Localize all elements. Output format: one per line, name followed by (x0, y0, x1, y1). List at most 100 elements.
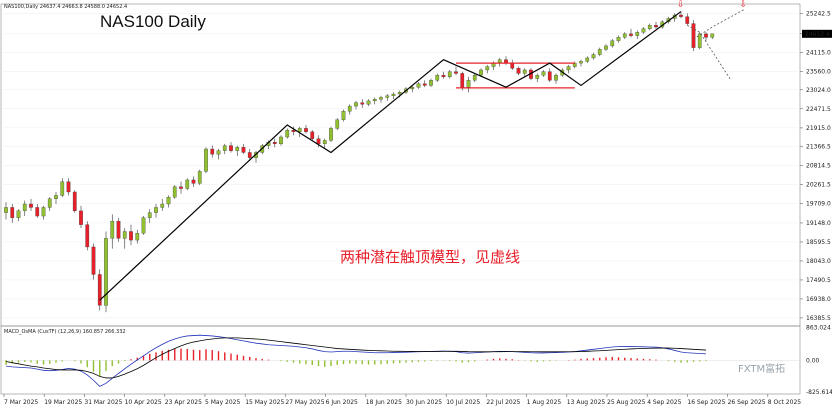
candle-body (129, 231, 133, 241)
candle-body (510, 62, 515, 69)
candle-body (697, 33, 702, 48)
candle-body (297, 128, 302, 132)
candle-body (366, 100, 371, 105)
candle-body (35, 207, 40, 217)
macd-line (5, 334, 707, 387)
down-arrow-icon: ⇩ (740, 0, 748, 10)
candle-body (429, 80, 433, 86)
candle-body (272, 141, 277, 145)
candle-body (191, 179, 196, 184)
time-tick-label: 18 Jun 2025 (366, 399, 402, 406)
candle-body (354, 102, 358, 107)
price-tick-label: 16385.5 (806, 315, 831, 322)
candle-body (135, 233, 140, 241)
candle-body (541, 71, 546, 76)
candle-body (641, 28, 646, 33)
watermark: FXTM富拓 (738, 362, 785, 375)
candle-body (647, 25, 652, 29)
candle-body (691, 23, 696, 48)
candle-body (279, 136, 283, 145)
candle-body (447, 71, 452, 78)
candle-body (597, 49, 602, 55)
candle-body (591, 54, 596, 59)
trendlines: ⇩ ⇩ (99, 0, 748, 301)
time-tick-label: 10 Jul 2025 (446, 399, 480, 406)
time-tick-label: 6 Jun 2025 (326, 399, 358, 406)
candle-body (147, 212, 152, 218)
candle-body (241, 147, 246, 153)
candle-body (41, 207, 46, 217)
candle-body (29, 203, 33, 208)
candle-body (204, 148, 208, 172)
time-tick-label: 25 Aug 2025 (607, 399, 646, 406)
candle-body (585, 57, 590, 62)
current-price-tag (802, 29, 832, 38)
candle-body (4, 207, 8, 213)
candle-body (247, 152, 252, 158)
candle-body (141, 217, 146, 234)
candle-body (229, 145, 233, 151)
candle-body (479, 69, 483, 76)
candle-body (466, 80, 471, 88)
candle-body (47, 198, 52, 208)
symbol-header: NAS100,Daily 24637.4 24663.8 24588.0 246… (4, 4, 127, 10)
candle-body (654, 25, 658, 28)
time-tick-label: 13 Aug 2025 (567, 399, 606, 406)
trendline (99, 11, 682, 301)
candle-body (385, 95, 390, 98)
chart-title: NAS100 Daily (100, 12, 206, 31)
candle-body (410, 87, 415, 90)
candle-body (454, 71, 458, 74)
candle-body (397, 92, 402, 95)
time-tick-label: 4 Sep 2025 (647, 399, 681, 406)
candle-body (347, 105, 352, 112)
candle-body (629, 33, 633, 36)
candle-body (216, 150, 221, 155)
candle-body (222, 145, 227, 151)
candle-body (391, 93, 396, 96)
candle-body (54, 195, 58, 199)
candle-body (104, 238, 108, 306)
candle-body (172, 186, 177, 198)
time-tick-label: 16 Sep 2025 (687, 399, 725, 406)
price-tick-label: 21915.0 (806, 125, 831, 132)
candle-body (416, 83, 421, 88)
candle-body (322, 140, 327, 145)
candle-body (310, 131, 315, 139)
time-tick-label: 22 Jul 2025 (486, 399, 520, 406)
candle-body (110, 221, 115, 239)
time-tick-label: 30 Jun 2025 (406, 399, 442, 406)
candle-body (335, 119, 340, 129)
grid (1, 13, 800, 361)
candle-body (210, 148, 215, 155)
projection-dashed-line (687, 24, 732, 81)
time-tick-label: 27 May 2025 (285, 399, 324, 406)
candle-body (329, 128, 333, 141)
time-tick-label: 31 Mar 2025 (84, 399, 122, 406)
candle-body (179, 186, 183, 189)
candle-body (72, 191, 77, 212)
candle-body (566, 66, 571, 71)
candle-body (460, 73, 465, 88)
macd-tick-label: -825.614 (806, 389, 832, 396)
candle-body (166, 196, 171, 205)
candle-body (79, 210, 83, 225)
price-tick-label: 16938.0 (806, 296, 831, 303)
candle-body (235, 147, 240, 151)
macd-label: MACD_OsMA (CusTF) (12,26,9) 160.857 266.… (4, 329, 126, 335)
macd-tick-label: 0.00 (806, 357, 820, 364)
candle-body (547, 71, 552, 81)
candle-body (472, 74, 477, 81)
time-tick-label: 26 Sep 2025 (728, 399, 766, 406)
time-tick-label: 1 Aug 2025 (527, 399, 562, 406)
candle-body (535, 74, 540, 79)
price-tick-label: 20261.5 (806, 182, 831, 189)
time-tick-label: 19 Mar 2025 (44, 399, 82, 406)
time-tick-label: 5 May 2025 (205, 399, 240, 406)
candle-body (704, 33, 708, 38)
candle-body (610, 40, 615, 47)
candle-body (522, 69, 527, 74)
candle-body (435, 74, 440, 81)
